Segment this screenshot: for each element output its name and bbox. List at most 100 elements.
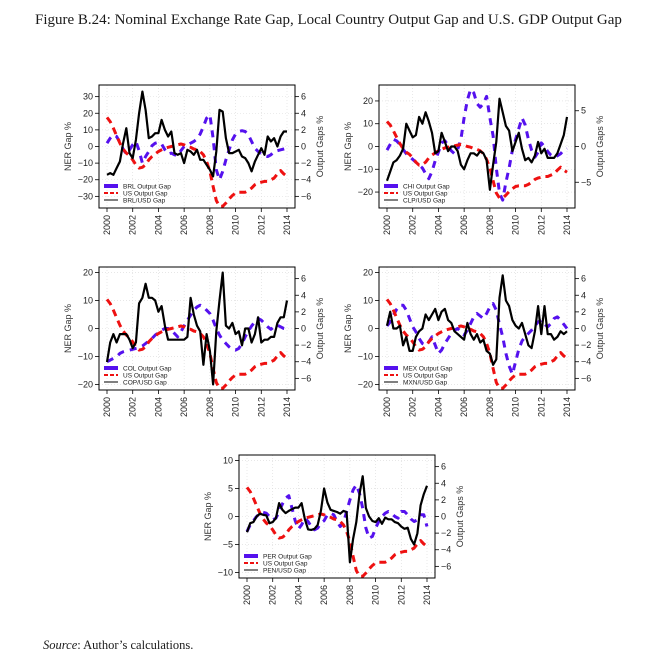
- y-axis-title: NER Gap %: [203, 492, 213, 541]
- x-tick-label: 2004: [293, 585, 303, 605]
- y-tick-label: 30: [83, 92, 93, 102]
- series-us-output-gap: [385, 120, 568, 200]
- y2-tick-label: 6: [301, 274, 306, 284]
- y-tick-label: 20: [83, 268, 93, 278]
- x-tick-label: 2000: [102, 397, 112, 417]
- y-tick-label: 0: [88, 142, 93, 152]
- y-tick-label: 20: [363, 268, 373, 278]
- y2-tick-label: −6: [301, 191, 311, 201]
- legend-label: COP/USD Gap: [123, 379, 167, 386]
- y-tick-label: −20: [358, 379, 373, 389]
- legend-label: US Output Gap: [123, 190, 168, 197]
- x-tick-label: 2006: [459, 215, 469, 235]
- y2-tick-label: 0: [301, 324, 306, 334]
- y-tick-label: 0: [88, 324, 93, 334]
- series-chi-output-gap: [385, 87, 568, 202]
- x-tick-label: 2006: [319, 585, 329, 605]
- y2-tick-label: 4: [441, 478, 446, 488]
- y2-tick-label: −6: [441, 561, 451, 571]
- source-text: : Author’s calculations.: [77, 638, 194, 652]
- x-tick-label: 2000: [382, 215, 392, 235]
- y2-tick-label: 2: [301, 307, 306, 317]
- y2-axis-title: Output Gaps %: [315, 116, 325, 178]
- x-tick-label: 2006: [459, 397, 469, 417]
- x-tick-label: 2008: [485, 215, 495, 235]
- x-tick-label: 2012: [536, 397, 546, 417]
- y2-tick-label: −5: [581, 177, 591, 187]
- series-group: [385, 87, 569, 202]
- y2-tick-label: −2: [581, 340, 591, 350]
- y-tick-label: −20: [78, 379, 93, 389]
- y2-tick-label: −6: [301, 373, 311, 383]
- y-tick-label: −10: [358, 351, 373, 361]
- x-tick-label: 2008: [345, 585, 355, 605]
- x-tick-label: 2008: [485, 397, 495, 417]
- series-brl-usd-gap: [106, 90, 287, 178]
- y-axis-title: NER Gap %: [343, 304, 353, 353]
- legend-label: PER Output Gap: [263, 553, 312, 560]
- x-tick-label: 2006: [179, 215, 189, 235]
- y2-tick-label: 0: [581, 142, 586, 152]
- panel-per: 10 5 0 −5 −10 6 4 2 0 −2 −4 −6 2000 2002 2004 2006 2008 2…: [203, 454, 465, 605]
- y2-tick-label: −2: [301, 158, 311, 168]
- y2-tick-label: 4: [301, 290, 306, 300]
- y2-tick-label: 0: [581, 324, 586, 334]
- series-group: [385, 274, 569, 390]
- series-mxn-usd-gap: [385, 274, 568, 366]
- source-label: Source: [43, 638, 78, 652]
- x-tick-label: 2008: [205, 215, 215, 235]
- x-tick-label: 2010: [511, 397, 521, 417]
- y-axis-title: NER Gap %: [63, 122, 73, 171]
- y-tick-label: 0: [368, 324, 373, 334]
- y2-axis-title: Output Gaps %: [455, 486, 465, 548]
- y2-tick-label: 6: [441, 462, 446, 472]
- y2-tick-label: 6: [581, 274, 586, 284]
- x-tick-label: 2002: [268, 585, 278, 605]
- legend-label: US Output Gap: [263, 560, 308, 567]
- legend-label: US Output Gap: [403, 372, 448, 379]
- series-brl-output-gap: [105, 113, 288, 182]
- y2-tick-label: −4: [441, 545, 451, 555]
- y-tick-label: 0: [228, 512, 233, 522]
- legend-label: CLP/USD Gap: [403, 197, 446, 204]
- series-clp-usd-gap: [385, 97, 569, 191]
- y-tick-label: −20: [78, 175, 93, 185]
- y2-tick-label: 2: [441, 495, 446, 505]
- x-tick-label: 2010: [231, 397, 241, 417]
- y2-tick-label: 2: [581, 307, 586, 317]
- y-tick-label: −10: [358, 164, 373, 174]
- x-tick-label: 2014: [562, 215, 572, 235]
- legend-label: CHI Output Gap: [403, 183, 450, 190]
- y2-axis-title: Output Gaps %: [315, 298, 325, 360]
- x-tick-label: 2010: [511, 215, 521, 235]
- x-tick-label: 2010: [231, 215, 241, 235]
- y-tick-label: 20: [363, 96, 373, 106]
- y2-tick-label: 6: [301, 92, 306, 102]
- x-tick-label: 2008: [205, 397, 215, 417]
- source-note: Source: Author’s calculations.: [43, 638, 193, 653]
- y-tick-label: 10: [223, 456, 233, 466]
- x-tick-label: 2014: [282, 397, 292, 417]
- x-tick-label: 2012: [256, 397, 266, 417]
- y2-tick-label: 0: [441, 512, 446, 522]
- y-tick-label: 10: [83, 125, 93, 135]
- legend-label: PEN/USD Gap: [263, 567, 306, 574]
- y2-tick-label: −2: [441, 528, 451, 538]
- x-tick-label: 2002: [408, 215, 418, 235]
- legend-label: US Output Gap: [123, 372, 168, 379]
- figure-title: Figure B.24: Nominal Exchange Rate Gap, …: [35, 12, 622, 28]
- x-tick-label: 2014: [422, 585, 432, 605]
- y-tick-label: 10: [83, 296, 93, 306]
- legend-label: US Output Gap: [403, 190, 448, 197]
- x-tick-label: 2014: [562, 397, 572, 417]
- series-pen-usd-gap: [245, 475, 429, 564]
- legend-label: BRL Output Gap: [123, 183, 171, 190]
- y2-axis-title: Output Gaps %: [595, 116, 605, 178]
- x-tick-label: 2002: [408, 397, 418, 417]
